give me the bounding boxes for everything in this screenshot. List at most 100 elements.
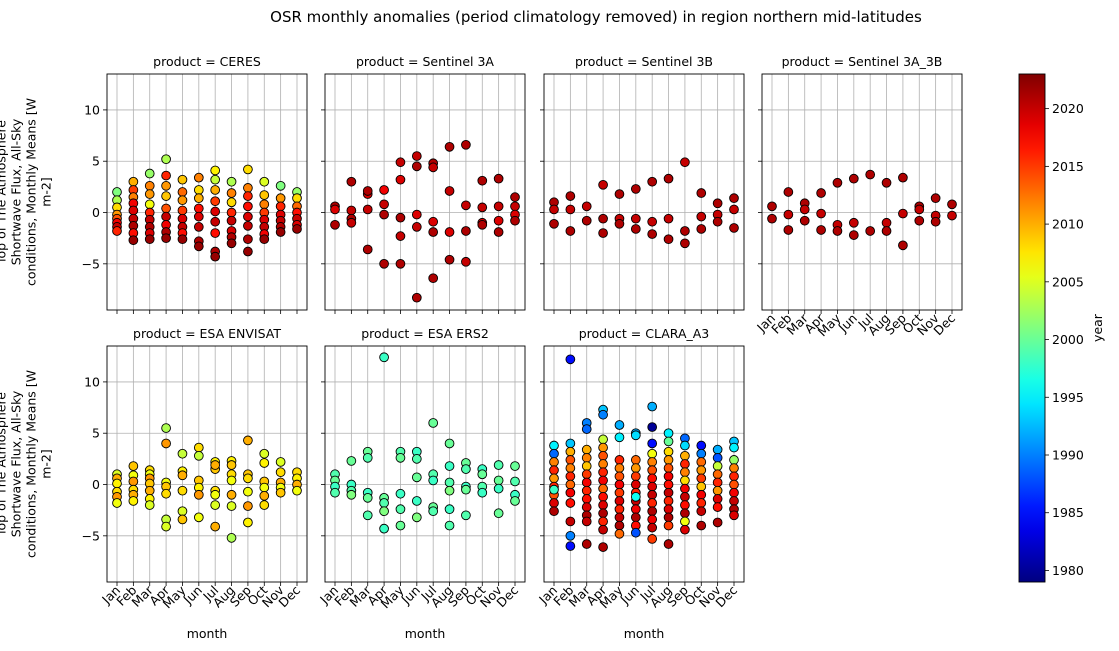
data-point: [647, 506, 658, 517]
data-point: [581, 494, 592, 504]
data-point: [226, 533, 237, 543]
data-point: [161, 233, 171, 244]
data-point: [663, 512, 674, 523]
data-point: [614, 520, 625, 531]
data-point: [428, 418, 439, 428]
data-point: [346, 489, 357, 500]
data-point: [210, 206, 221, 217]
panel-title: product = CERES: [153, 54, 261, 69]
data-point: [275, 487, 286, 498]
x-axis-label: month: [187, 626, 228, 641]
data-point: [477, 487, 488, 498]
data-point: [177, 506, 188, 517]
data-point: [680, 491, 690, 502]
data-point: [816, 208, 826, 219]
colorbar-tick-label: 1995: [1052, 390, 1084, 405]
data-point: [510, 192, 520, 202]
data-point: [161, 203, 171, 214]
data-point: [549, 465, 559, 476]
data-point: [493, 475, 504, 486]
data-point: [598, 508, 608, 519]
data-point: [292, 193, 302, 204]
data-point: [395, 174, 406, 185]
data-point: [161, 170, 171, 181]
data-point: [177, 485, 188, 496]
panel-title: product = ESA ERS2: [361, 326, 489, 341]
data-point: [680, 524, 690, 535]
data-point: [598, 442, 608, 453]
data-point: [647, 489, 658, 500]
data-point: [680, 483, 690, 494]
y-axis-label-line: conditions, Monthly Means [W: [24, 98, 39, 286]
data-point: [565, 226, 576, 236]
y-tick-label: 5: [92, 426, 100, 441]
data-point: [614, 455, 625, 465]
data-point: [444, 186, 455, 196]
data-point: [210, 185, 221, 195]
data-point: [816, 188, 826, 198]
y-tick-label: 10: [84, 102, 100, 117]
data-point: [193, 489, 204, 500]
data-point: [696, 481, 707, 492]
data-point: [663, 504, 674, 514]
data-point: [226, 197, 237, 208]
data-point: [647, 422, 658, 432]
data-point: [712, 461, 723, 471]
data-point: [226, 215, 237, 226]
data-point: [647, 514, 658, 525]
facet-grid: product = CERES −5 0 5 10 Top of The Atmosphe…: [0, 54, 963, 641]
data-point: [226, 176, 237, 187]
data-point: [193, 193, 204, 204]
data-point: [510, 215, 520, 226]
scatter-series: [112, 423, 302, 543]
data-point: [581, 485, 592, 496]
panel: product = ESA ERS2JanFebMarAprMayJunJulA…: [316, 326, 526, 641]
y-tick-label: 5: [92, 154, 100, 169]
data-point: [210, 251, 221, 262]
data-point: [598, 228, 608, 238]
data-point: [259, 482, 270, 493]
data-point: [614, 512, 625, 523]
data-point: [292, 485, 302, 496]
data-point: [696, 224, 707, 234]
data-point: [193, 512, 204, 523]
data-point: [144, 199, 155, 210]
data-point: [346, 205, 357, 216]
data-point: [663, 436, 674, 447]
data-point: [663, 487, 674, 498]
data-point: [411, 472, 422, 483]
data-point: [647, 481, 658, 492]
data-point: [510, 496, 520, 506]
data-point: [161, 180, 171, 191]
colorbar-tick-label: 2020: [1052, 101, 1084, 116]
data-point: [444, 461, 455, 471]
data-point: [898, 240, 908, 251]
data-point: [210, 174, 221, 185]
y-axis-label-line: m-2]: [39, 449, 54, 479]
data-point: [493, 201, 504, 212]
data-point: [680, 500, 690, 510]
axes-frame: [106, 345, 308, 583]
data-point: [510, 476, 520, 487]
data-point: [565, 541, 576, 551]
data-point: [647, 229, 658, 239]
scatter-series: [330, 352, 520, 534]
data-point: [581, 461, 592, 471]
data-point: [565, 354, 576, 365]
data-point: [565, 516, 576, 527]
data-point: [112, 226, 122, 236]
data-point: [549, 498, 559, 508]
data-point: [395, 231, 406, 241]
data-point: [549, 440, 559, 451]
data-point: [112, 478, 122, 489]
data-point: [395, 212, 406, 223]
data-point: [647, 534, 658, 544]
y-axis-label-line: Shortwave Flux, All-Sky: [9, 390, 24, 537]
data-point: [712, 502, 723, 512]
data-point: [663, 496, 674, 506]
y-tick-label: 10: [84, 374, 100, 389]
y-axis-label-line: Top of The Atmosphere: [0, 392, 9, 537]
data-point: [696, 473, 707, 484]
data-point: [712, 477, 723, 488]
data-point: [193, 222, 204, 232]
